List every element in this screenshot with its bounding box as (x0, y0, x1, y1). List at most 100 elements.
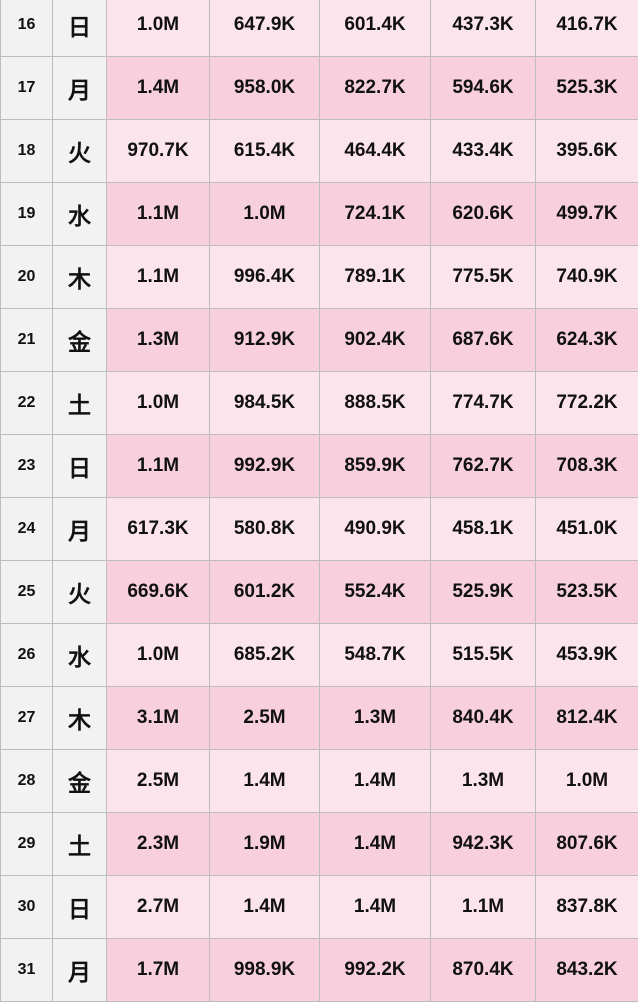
value-cell: 1.3M (107, 309, 210, 372)
value-cell: 499.7K (536, 183, 638, 246)
weekday-cell: 金 (53, 309, 107, 372)
value-cell: 548.7K (320, 624, 431, 687)
day-number-cell: 30 (1, 876, 53, 939)
value-cell: 615.4K (210, 120, 320, 183)
value-cell: 740.9K (536, 246, 638, 309)
weekday-cell: 月 (53, 57, 107, 120)
value-cell: 395.6K (536, 120, 638, 183)
value-cell: 1.4M (210, 876, 320, 939)
weekday-cell: 土 (53, 813, 107, 876)
weekday-cell: 日 (53, 435, 107, 498)
value-cell: 601.4K (320, 0, 431, 57)
day-number-cell: 17 (1, 57, 53, 120)
value-cell: 724.1K (320, 183, 431, 246)
value-cell: 1.4M (320, 750, 431, 813)
value-cell: 1.0M (107, 624, 210, 687)
value-cell: 490.9K (320, 498, 431, 561)
day-number-cell: 28 (1, 750, 53, 813)
value-cell: 525.9K (431, 561, 536, 624)
value-cell: 647.9K (210, 0, 320, 57)
value-cell: 601.2K (210, 561, 320, 624)
weekday-cell: 日 (53, 0, 107, 57)
value-cell: 2.5M (107, 750, 210, 813)
value-cell: 669.6K (107, 561, 210, 624)
day-number-cell: 25 (1, 561, 53, 624)
value-cell: 523.5K (536, 561, 638, 624)
value-cell: 416.7K (536, 0, 638, 57)
value-cell: 942.3K (431, 813, 536, 876)
value-cell: 996.4K (210, 246, 320, 309)
value-cell: 840.4K (431, 687, 536, 750)
weekday-cell: 火 (53, 120, 107, 183)
value-cell: 464.4K (320, 120, 431, 183)
value-cell: 912.9K (210, 309, 320, 372)
value-cell: 624.3K (536, 309, 638, 372)
weekday-cell: 木 (53, 687, 107, 750)
value-cell: 762.7K (431, 435, 536, 498)
day-number-cell: 26 (1, 624, 53, 687)
value-cell: 1.0M (536, 750, 638, 813)
value-cell: 2.5M (210, 687, 320, 750)
value-cell: 2.7M (107, 876, 210, 939)
day-number-cell: 23 (1, 435, 53, 498)
value-cell: 970.7K (107, 120, 210, 183)
day-number-cell: 27 (1, 687, 53, 750)
value-cell: 433.4K (431, 120, 536, 183)
value-cell: 958.0K (210, 57, 320, 120)
weekday-cell: 水 (53, 624, 107, 687)
value-cell: 998.9K (210, 939, 320, 1002)
weekday-cell: 土 (53, 372, 107, 435)
value-cell: 992.9K (210, 435, 320, 498)
day-number-cell: 22 (1, 372, 53, 435)
value-cell: 1.1M (107, 435, 210, 498)
day-number-cell: 21 (1, 309, 53, 372)
value-cell: 458.1K (431, 498, 536, 561)
value-cell: 807.6K (536, 813, 638, 876)
value-cell: 774.7K (431, 372, 536, 435)
value-cell: 1.4M (107, 57, 210, 120)
value-cell: 822.7K (320, 57, 431, 120)
value-cell: 859.9K (320, 435, 431, 498)
value-cell: 789.1K (320, 246, 431, 309)
weekday-cell: 日 (53, 876, 107, 939)
value-cell: 3.1M (107, 687, 210, 750)
value-cell: 843.2K (536, 939, 638, 1002)
value-cell: 617.3K (107, 498, 210, 561)
value-cell: 685.2K (210, 624, 320, 687)
value-cell: 1.7M (107, 939, 210, 1002)
value-cell: 594.6K (431, 57, 536, 120)
day-number-cell: 16 (1, 0, 53, 57)
weekday-cell: 水 (53, 183, 107, 246)
value-cell: 1.1M (107, 246, 210, 309)
value-cell: 837.8K (536, 876, 638, 939)
day-number-cell: 24 (1, 498, 53, 561)
weekday-cell: 金 (53, 750, 107, 813)
value-cell: 888.5K (320, 372, 431, 435)
value-cell: 437.3K (431, 0, 536, 57)
weekday-cell: 月 (53, 939, 107, 1002)
value-cell: 870.4K (431, 939, 536, 1002)
value-cell: 687.6K (431, 309, 536, 372)
value-cell: 1.4M (320, 876, 431, 939)
value-cell: 1.9M (210, 813, 320, 876)
value-cell: 1.1M (107, 183, 210, 246)
day-number-cell: 29 (1, 813, 53, 876)
value-cell: 515.5K (431, 624, 536, 687)
value-cell: 984.5K (210, 372, 320, 435)
value-cell: 2.3M (107, 813, 210, 876)
weekday-cell: 木 (53, 246, 107, 309)
value-cell: 812.4K (536, 687, 638, 750)
